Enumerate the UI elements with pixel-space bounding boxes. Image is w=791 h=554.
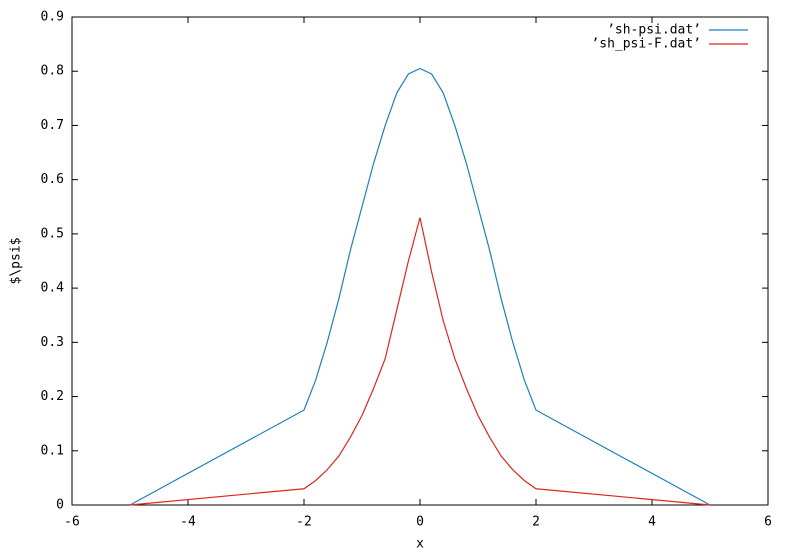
x-tick-label: 4 xyxy=(648,515,656,530)
y-axis-label: $\psi$ xyxy=(9,237,24,284)
plot-frame xyxy=(71,16,769,506)
y-tick-label: 0.5 xyxy=(41,226,64,241)
legend-label: ’sh-psi.dat’ xyxy=(607,23,701,38)
x-tick-label: 6 xyxy=(764,515,772,530)
y-tick-label: 0.1 xyxy=(41,443,64,458)
y-tick-label: 0.4 xyxy=(41,281,65,296)
y-tick-label: 0.8 xyxy=(41,64,64,79)
y-tick-label: 0 xyxy=(56,498,64,513)
y-tick-label: 0.2 xyxy=(41,389,64,404)
x-axis-label: x xyxy=(416,537,424,552)
y-tick-label: 0.9 xyxy=(41,10,64,25)
x-tick-label: -4 xyxy=(180,515,196,530)
y-tick-label: 0.7 xyxy=(41,118,64,133)
y-tick-label: 0.3 xyxy=(41,335,64,350)
series-line xyxy=(129,67,711,506)
x-tick-label: -2 xyxy=(296,515,312,530)
legend-label: ’sh_psi-F.dat’ xyxy=(591,37,701,52)
y-tick-label: 0.6 xyxy=(41,172,64,187)
x-tick-label: -6 xyxy=(64,515,80,530)
x-tick-label: 0 xyxy=(416,515,424,530)
x-tick-label: 2 xyxy=(532,515,540,530)
series-line xyxy=(129,217,711,506)
